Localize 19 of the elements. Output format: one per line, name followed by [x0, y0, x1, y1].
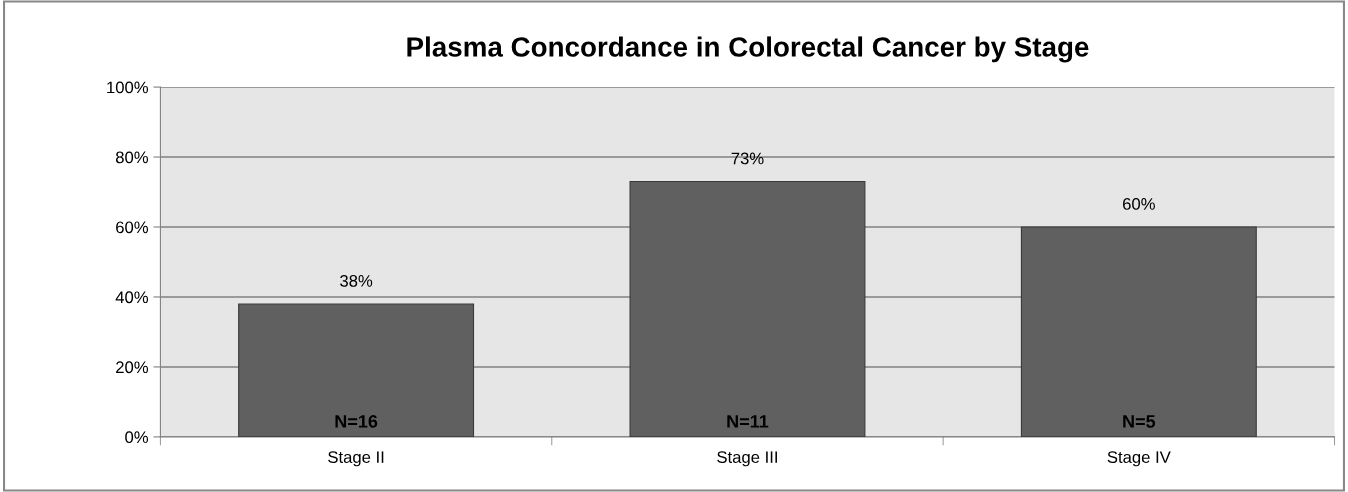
annotation: N=5: [1123, 415, 1156, 428]
y-tick-label: 20%: [116, 361, 149, 374]
bar: [629, 180, 866, 437]
annotation: N=11: [727, 415, 769, 428]
data-label: 38%: [340, 274, 373, 287]
annotation: N=16: [335, 414, 378, 428]
y-tick-label: 0%: [125, 431, 149, 444]
x-tick-label: Stage III: [717, 451, 777, 467]
x-tick-label: Stage II: [328, 451, 384, 467]
data-label: 60%: [1123, 198, 1155, 210]
bar: [238, 303, 475, 437]
chart-title: Plasma Concordance in Colorectal Cancer by Stage: [407, 36, 1089, 63]
y-tick-label: 100%: [107, 81, 149, 94]
y-tick-label: 60%: [116, 221, 149, 234]
bar: [1020, 226, 1257, 437]
y-tick-label: 80%: [115, 151, 149, 164]
y-tick-label: 40%: [115, 291, 149, 304]
x-tick-label: Stage IV: [1107, 451, 1171, 467]
data-label: 73%: [731, 152, 764, 165]
